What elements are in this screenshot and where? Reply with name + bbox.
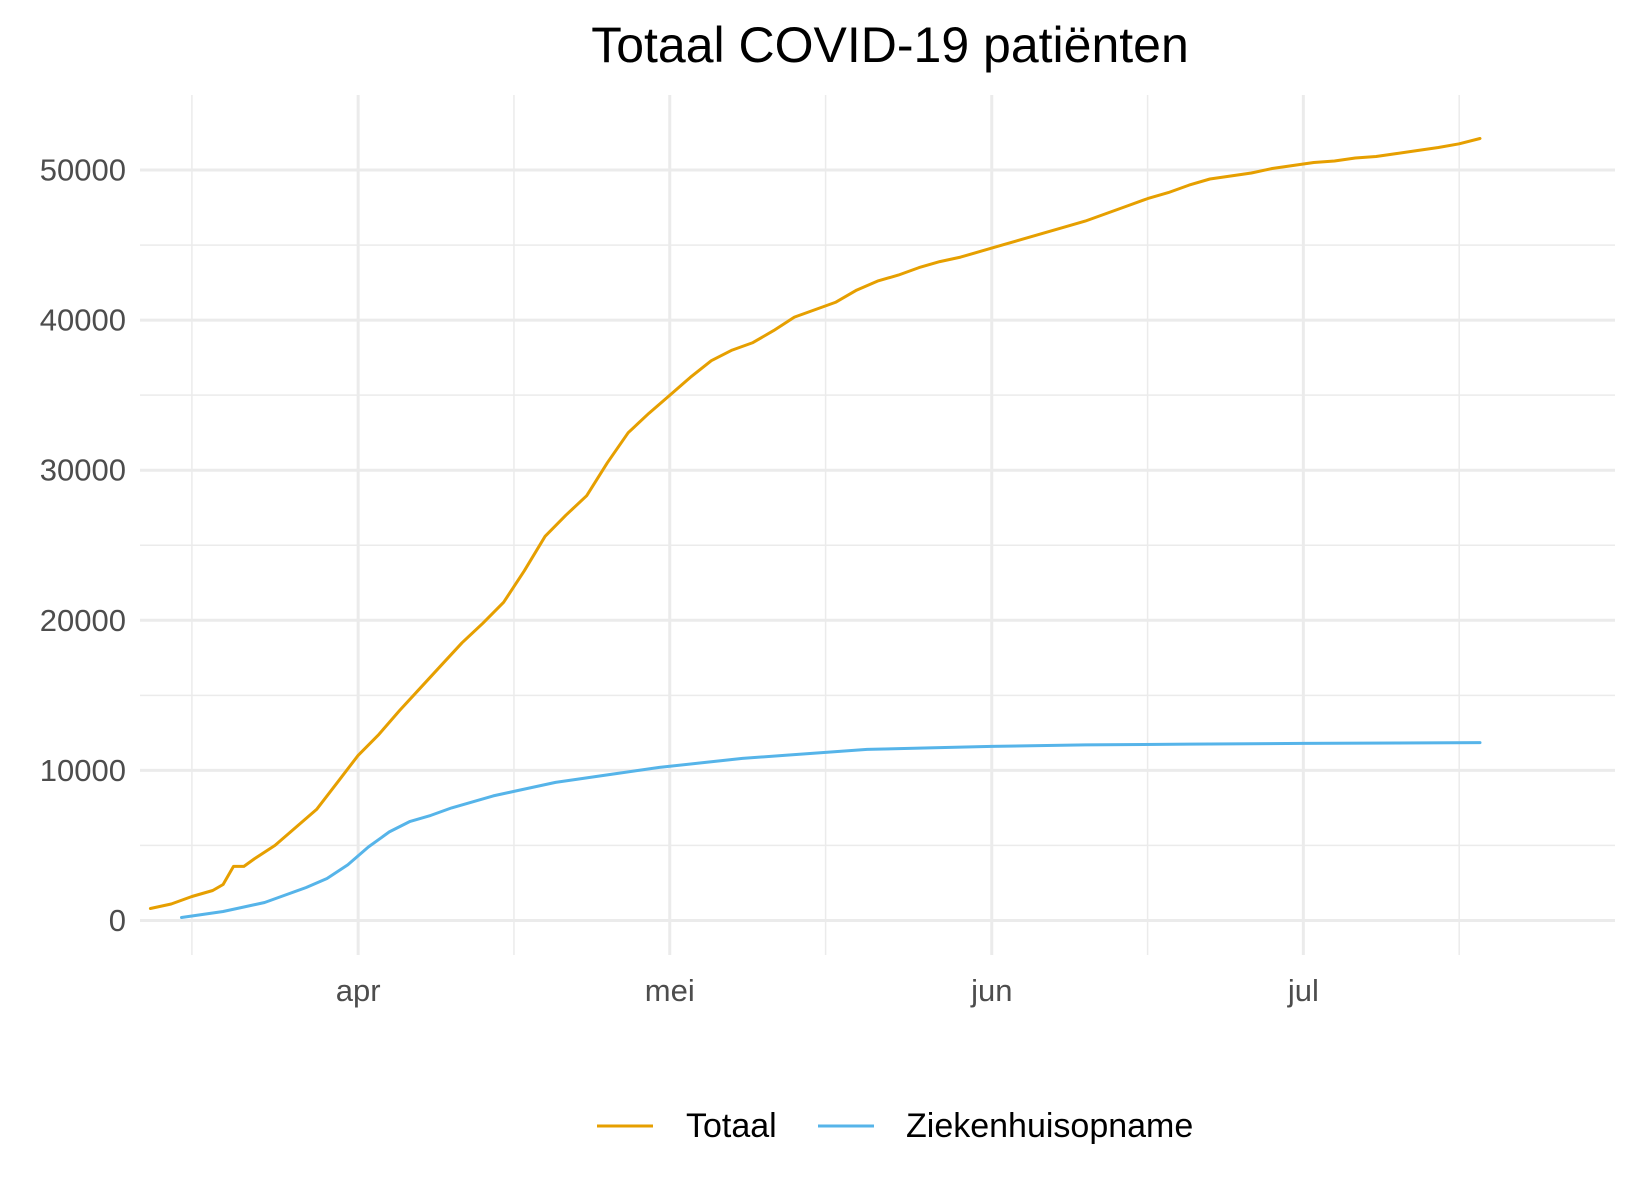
x-tick-label: jun xyxy=(970,973,1012,1008)
x-tick-label: mei xyxy=(645,973,695,1008)
y-axis: 0 10000 20000 30000 40000 50000 xyxy=(40,153,126,938)
legend-label-totaal: Totaal xyxy=(686,1107,777,1145)
chart-title: Totaal COVID-19 patiënten xyxy=(591,17,1189,73)
y-tick-label: 10000 xyxy=(40,753,126,788)
gridlines xyxy=(140,95,1615,955)
y-tick-label: 30000 xyxy=(40,453,126,488)
y-tick-label: 0 xyxy=(109,903,126,938)
series-line-totaal xyxy=(148,137,1482,910)
y-tick-label: 20000 xyxy=(40,603,126,638)
x-axis: apr mei jun jul xyxy=(336,973,1319,1008)
y-tick-label: 50000 xyxy=(40,153,126,188)
data-series xyxy=(148,137,1482,919)
x-tick-label: apr xyxy=(336,973,381,1008)
x-tick-label: jul xyxy=(1287,973,1319,1008)
legend-label-ziekenhuisopname: Ziekenhuisopname xyxy=(906,1107,1193,1145)
series-line-ziekenhuisopname xyxy=(180,741,1482,919)
y-tick-label: 40000 xyxy=(40,303,126,338)
legend: Totaal Ziekenhuisopname xyxy=(597,1107,1193,1145)
